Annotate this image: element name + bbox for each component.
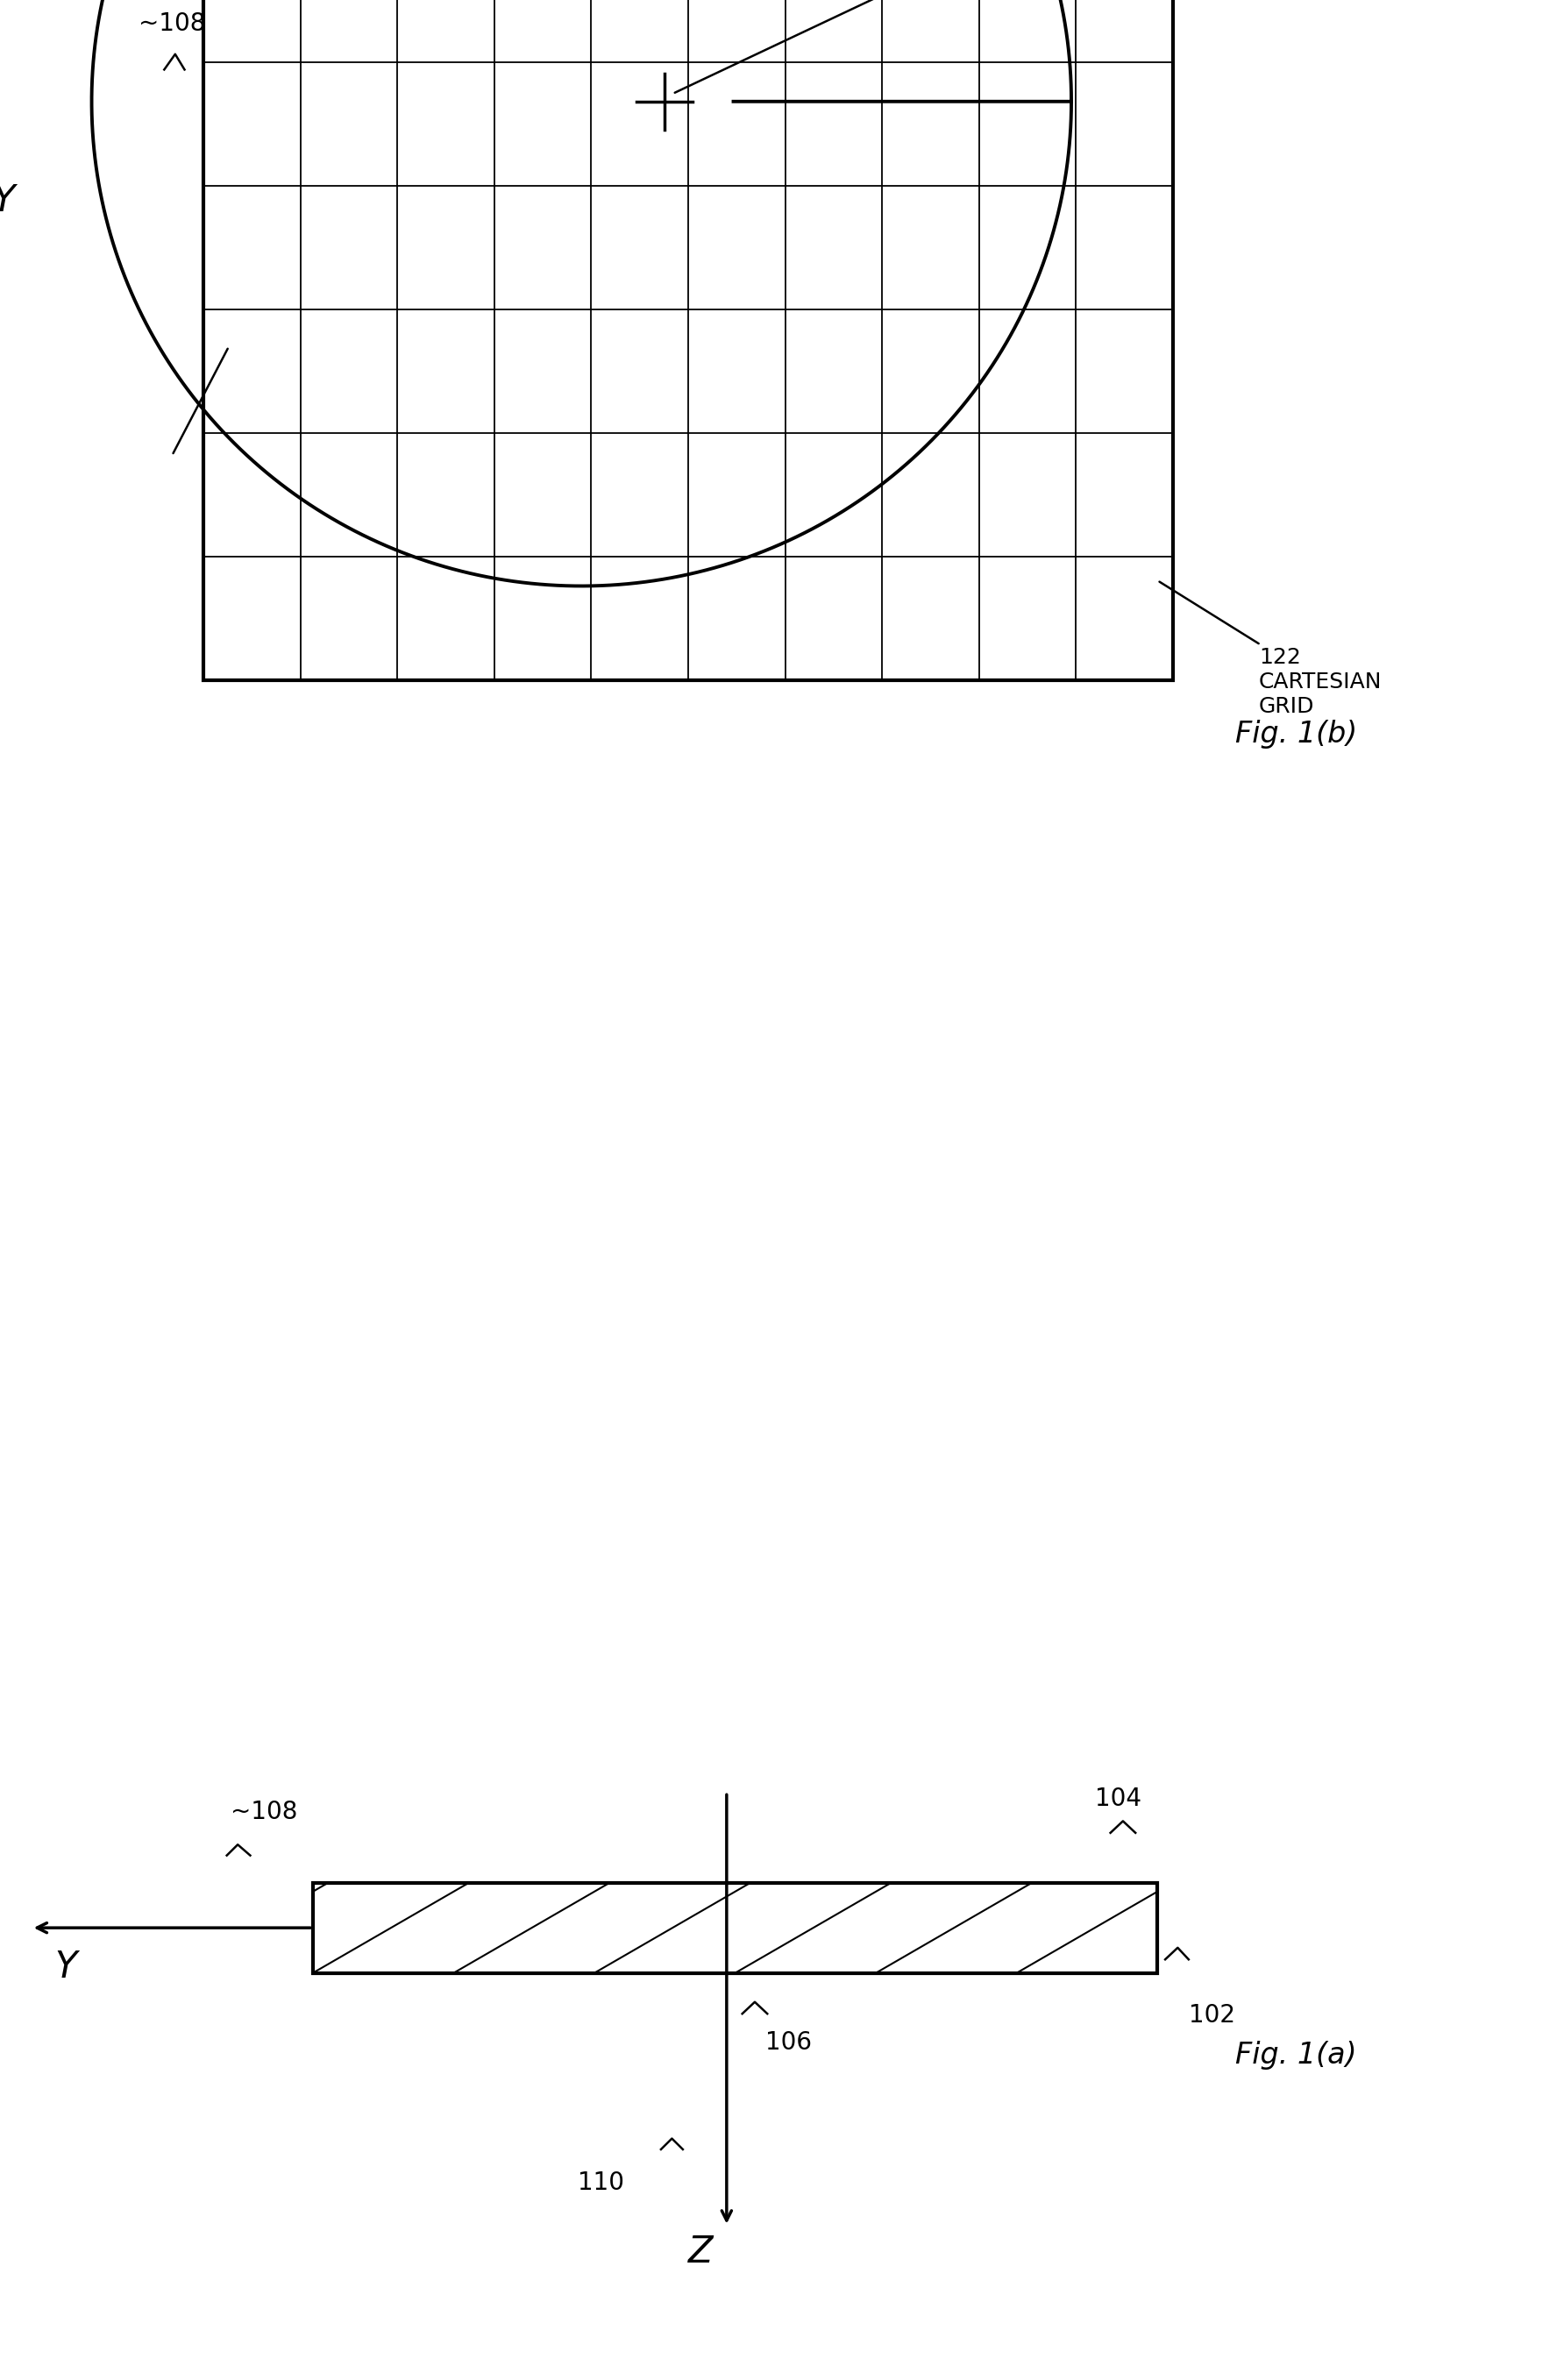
- Text: ~108: ~108: [139, 12, 205, 36]
- Text: 124
CENTER OF
FIELD: 124 CENTER OF FIELD: [674, 0, 1384, 93]
- Text: $Y$: $Y$: [55, 1949, 81, 1985]
- Text: 106: 106: [766, 2030, 812, 2056]
- Text: 102: 102: [1189, 2004, 1236, 2028]
- Bar: [313, 1883, 1157, 1973]
- Text: Fig. 1(b): Fig. 1(b): [1236, 719, 1358, 750]
- Text: $Y$: $Y$: [0, 183, 19, 219]
- Text: 104: 104: [1095, 1787, 1142, 1811]
- Bar: [203, 0, 1173, 681]
- Bar: [313, 1883, 1157, 1973]
- Text: $Z$: $Z$: [688, 2232, 716, 2271]
- Text: ~108: ~108: [230, 1799, 297, 1825]
- Text: 110: 110: [579, 2171, 624, 2194]
- Text: Fig. 1(a): Fig. 1(a): [1236, 2040, 1358, 2071]
- Text: 122
CARTESIAN
GRID: 122 CARTESIAN GRID: [1159, 581, 1383, 716]
